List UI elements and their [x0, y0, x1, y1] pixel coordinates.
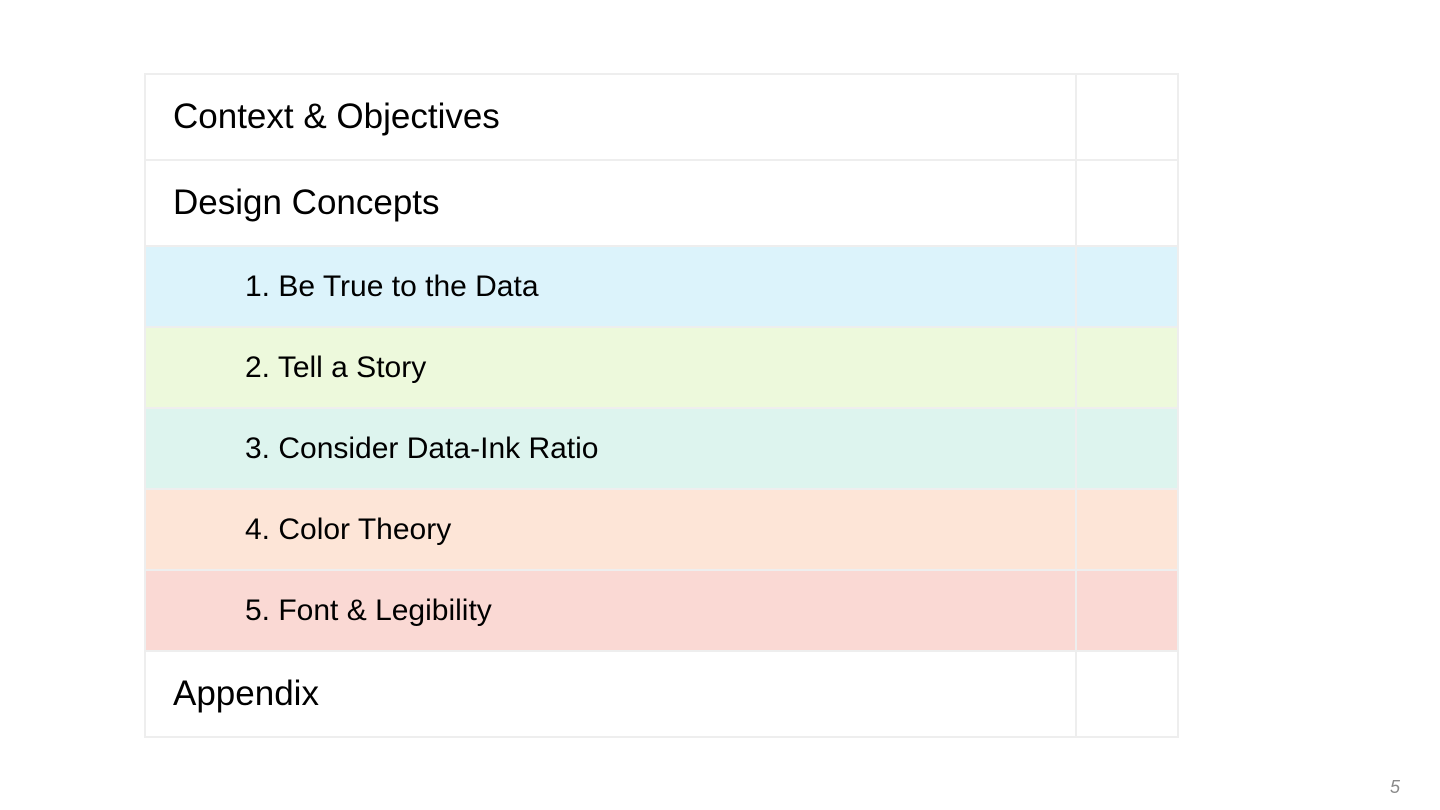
agenda-subitem-label: 4. Color Theory [144, 488, 1077, 571]
page-number: 5 [1389, 777, 1400, 797]
agenda-subitem-label: 1. Be True to the Data [144, 245, 1077, 328]
agenda-row-context-objectives: Context & Objectives [144, 73, 1179, 161]
agenda-item-side-cell [1075, 488, 1179, 571]
agenda-row-data-ink-ratio: 3. Consider Data-Ink Ratio [144, 407, 1179, 490]
agenda-row-color-theory: 4. Color Theory [144, 488, 1179, 571]
agenda-row-appendix: Appendix [144, 650, 1179, 738]
agenda-row-tell-a-story: 2. Tell a Story [144, 326, 1179, 409]
agenda-row-design-concepts: Design Concepts [144, 159, 1179, 247]
agenda-subitem-label: 3. Consider Data-Ink Ratio [144, 407, 1077, 490]
agenda-item-side-cell [1075, 650, 1179, 738]
agenda-row-be-true-to-the-data: 1. Be True to the Data [144, 245, 1179, 328]
agenda-item-label: Context & Objectives [144, 73, 1077, 161]
agenda-item-side-cell [1075, 407, 1179, 490]
agenda-item-label: Design Concepts [144, 159, 1077, 247]
agenda-subitem-label: 2. Tell a Story [144, 326, 1077, 409]
agenda-item-side-cell [1075, 73, 1179, 161]
agenda-item-label: Appendix [144, 650, 1077, 738]
agenda-subitem-label: 5. Font & Legibility [144, 569, 1077, 652]
agenda-item-side-cell [1075, 159, 1179, 247]
agenda-item-side-cell [1075, 326, 1179, 409]
agenda-item-side-cell [1075, 245, 1179, 328]
agenda-row-font-legibility: 5. Font & Legibility [144, 569, 1179, 652]
agenda-table: Context & Objectives Design Concepts 1. … [144, 73, 1179, 738]
agenda-item-side-cell [1075, 569, 1179, 652]
